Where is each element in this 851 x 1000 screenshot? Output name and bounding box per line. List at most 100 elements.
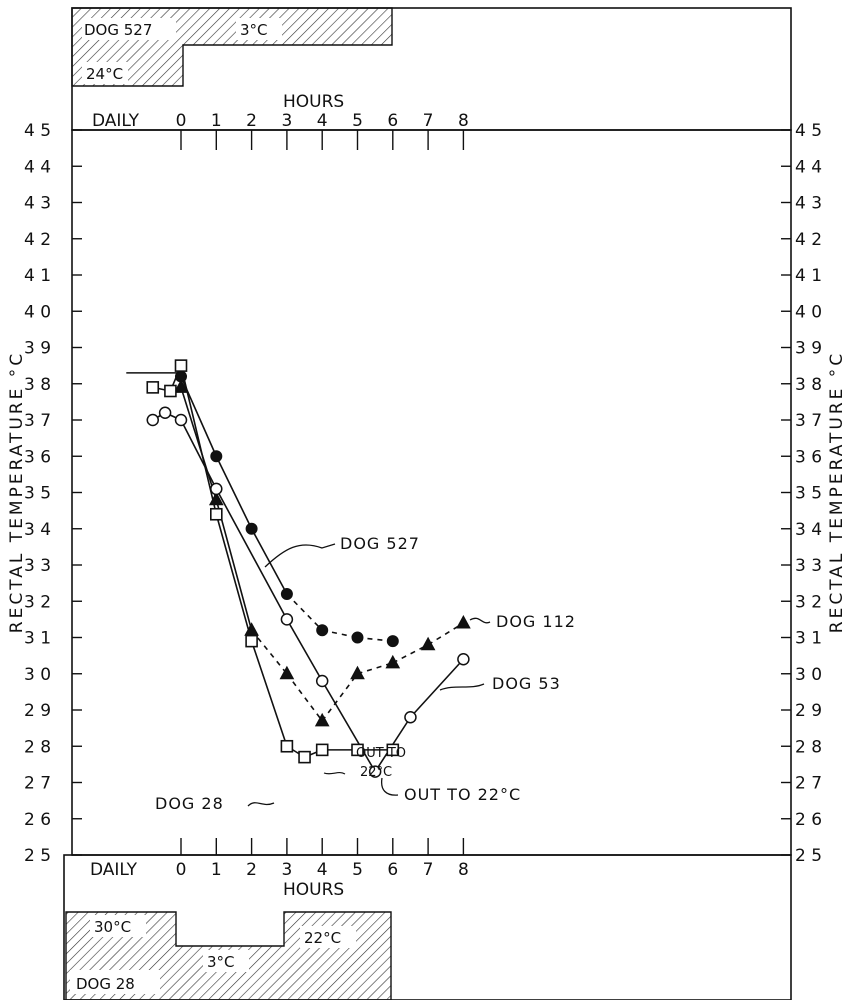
y-tick-label-left: 4 2 [24, 230, 51, 250]
x-tick-label-top: 0 [176, 111, 187, 131]
out-to-annotation-small-2: 22°C [360, 765, 392, 780]
y-tick-label-left: 3 2 [24, 592, 51, 612]
x-tick-label-top: 6 [387, 111, 398, 131]
y-tick-label-right: 4 0 [795, 302, 822, 322]
top-box-dog-label: DOG 527 [84, 21, 152, 39]
y-tick-label-right: 2 5 [795, 846, 822, 866]
dog53-point [457, 653, 470, 666]
right-y-axis-label: RECTAL TEMPERATURE °C [827, 351, 847, 633]
x-tick-label-top: 2 [246, 111, 257, 131]
dog28-point [245, 634, 258, 648]
dog527-line-segment [322, 629, 358, 639]
x-tick-label-bottom: 4 [317, 860, 328, 880]
y-tick-label-right: 4 5 [795, 121, 822, 141]
dog112-point [420, 636, 436, 651]
dog53-point [174, 413, 188, 427]
y-tick-label-right: 3 5 [795, 484, 822, 504]
bottom-box-cold-temp: 3°C [207, 953, 235, 971]
x-tick-label-bottom: 1 [211, 860, 222, 880]
dog112-point [456, 614, 471, 629]
dog53-annotation: DOG 53 [492, 674, 561, 693]
dog112-point [279, 665, 295, 680]
bottom-condition-frame [63, 854, 792, 1000]
x-tick-label-top: 5 [352, 111, 363, 131]
dog112-line-segment [215, 499, 253, 631]
dog53-point [404, 711, 417, 724]
dog53-point [280, 613, 294, 626]
dog53-line-segment [321, 680, 376, 773]
x-tick-label-bottom: 2 [246, 860, 257, 880]
y-tick-label-left: 3 1 [24, 629, 51, 649]
top-box-cold-temp: 3°C [240, 21, 268, 39]
left-y-axis-label: RECTAL TEMPERATURE °C [7, 351, 27, 633]
y-tick-label-right: 4 1 [795, 266, 822, 286]
top-hours-label: HOURS [283, 92, 344, 112]
dog527-line-segment [250, 528, 288, 595]
x-tick-label-bottom: 7 [423, 860, 434, 880]
dog527-point [351, 631, 364, 644]
dog28-point [386, 743, 400, 757]
left-y-ticks: 4 5 4 4 4 3 4 2 4 1 4 0 3 9 3 8 3 7 3 6 3 5 3 4 3 3 3… [24, 121, 82, 866]
x-tick-label-bottom: 3 [281, 860, 292, 880]
dog53-point [368, 765, 382, 778]
y-tick-label-left: 3 7 [24, 411, 51, 431]
y-tick-label-left: 2 9 [24, 701, 51, 721]
y-tick-label-right: 2 8 [795, 737, 822, 757]
right-y-ticks: 4 5 4 4 4 3 4 2 4 1 4 0 3 9 3 8 3 7 3 6 3 5 3 4 3 3 3… [781, 121, 822, 866]
y-tick-label-right: 3 0 [795, 665, 822, 685]
y-tick-label-right: 3 9 [795, 339, 822, 359]
dog28-point [210, 507, 223, 521]
dog28-point [351, 743, 364, 757]
dog28-line-segment [215, 514, 253, 642]
dog112-leader [469, 617, 491, 624]
dog28-point [164, 384, 177, 398]
dog112-point [208, 491, 224, 506]
y-tick-label-right: 4 4 [795, 157, 822, 177]
y-tick-label-left: 4 0 [24, 302, 51, 322]
y-tick-label-right: 2 7 [795, 774, 822, 794]
x-tick-label-top: 1 [211, 111, 222, 131]
dog527-line-segment [215, 455, 253, 530]
x-tick-label-bottom: 8 [458, 860, 469, 880]
dog53-point [210, 482, 223, 496]
dog112-line-segment [180, 387, 218, 500]
bottom-box-dog-label: DOG 28 [76, 975, 135, 993]
y-tick-label-left: 3 5 [24, 484, 51, 504]
y-tick-label-right: 3 3 [795, 556, 822, 576]
x-tick-label-top: DAILY [92, 111, 140, 131]
y-tick-label-right: 2 6 [795, 810, 822, 830]
bottom-box-warm-temp-2: 22°C [304, 929, 341, 947]
top-x-ticks: DAILY 0 1 2 3 4 5 6 7 8 [92, 111, 469, 150]
y-tick-label-left: 2 6 [24, 810, 51, 830]
y-tick-label-left: 4 3 [24, 194, 51, 214]
y-tick-label-left: 4 4 [24, 157, 51, 177]
y-tick-label-right: 4 2 [795, 230, 822, 250]
series-layer [126, 359, 471, 778]
y-tick-label-right: 3 4 [795, 520, 822, 540]
y-tick-label-right: 3 2 [795, 592, 822, 612]
dog112-annotation: DOG 112 [496, 612, 576, 631]
dog527-point [316, 624, 329, 637]
dog53-point [158, 406, 172, 419]
x-tick-label-bottom: DAILY [90, 860, 138, 880]
dog53-point [315, 674, 329, 688]
y-tick-label-left: 3 8 [24, 375, 51, 395]
x-tick-label-bottom: 0 [176, 860, 187, 880]
y-tick-label-right: 3 7 [795, 411, 822, 431]
dog28-point [298, 750, 311, 764]
y-tick-label-left: 2 8 [24, 737, 51, 757]
dog53-point [146, 413, 160, 427]
y-tick-label-left: 4 5 [24, 121, 51, 141]
dog28-point [315, 743, 329, 757]
out-to-annotation-large: OUT TO 22°C [404, 785, 521, 804]
x-tick-label-top: 7 [423, 111, 434, 131]
plot-frame [71, 129, 792, 856]
bottom-x-ticks: DAILY 0 1 2 3 4 5 6 7 8 [90, 838, 469, 880]
dog527-point [210, 450, 223, 463]
dog112-point [314, 712, 330, 727]
dog112-line-segment [357, 662, 394, 675]
y-tick-label-left: 2 7 [24, 774, 51, 794]
y-tick-label-right: 4 3 [795, 194, 822, 214]
y-tick-label-right: 3 1 [795, 629, 822, 649]
